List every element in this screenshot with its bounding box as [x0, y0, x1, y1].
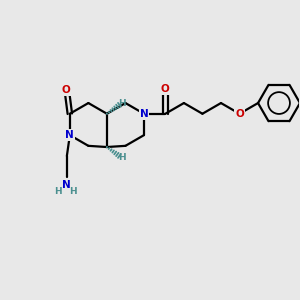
Text: N: N	[65, 130, 74, 140]
Text: N: N	[140, 109, 148, 119]
Text: N: N	[62, 180, 71, 190]
Text: H: H	[54, 187, 62, 196]
Text: O: O	[161, 84, 170, 94]
Text: H: H	[69, 187, 76, 196]
Text: O: O	[61, 85, 70, 95]
Text: O: O	[235, 109, 244, 119]
Text: H: H	[118, 99, 126, 108]
Text: H: H	[118, 153, 126, 162]
